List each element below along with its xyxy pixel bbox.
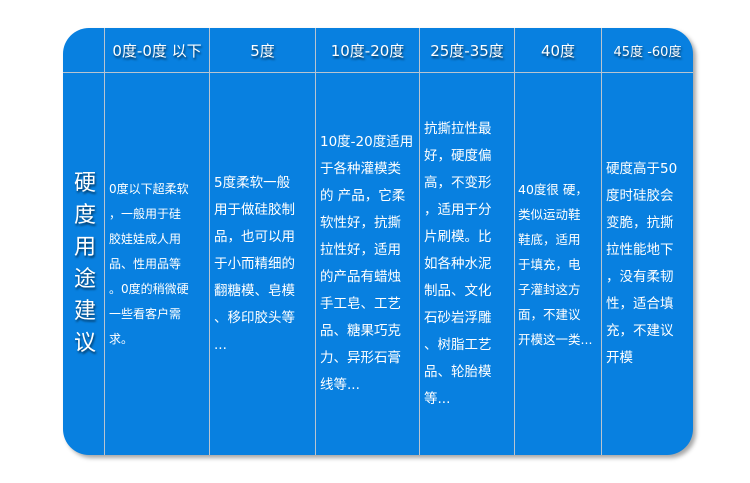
cell-line: 、移印胶头等 (214, 309, 295, 326)
cell-line: 充，不建议 (606, 323, 674, 339)
header-cell: 40度 (540, 41, 576, 60)
cell-line: ，一般用于硅 (109, 206, 182, 221)
cell-line: 品、糖果巧克 (320, 323, 401, 339)
cell-line: 力、异形石膏 (320, 350, 401, 366)
cell-line: 5度柔软一般 (214, 174, 291, 191)
cell-line: 面，不建议 (518, 306, 581, 322)
row-label: 硬度用途建议 (63, 73, 104, 455)
cell-line: 制品、文化 (424, 282, 492, 299)
cell-line: 子灌封这方 (518, 281, 581, 297)
column-divider (601, 28, 602, 455)
cell-line: 一些看客户需 (109, 306, 182, 321)
cell-line: 拉性好，适用 (320, 242, 401, 258)
table-cell: 硬度高于50 度时硅胶会变脆，抗撕拉性能地下 ，没有柔韧性，适合填充，不建议开模 (602, 73, 693, 455)
header-cell: 0度-0度 以下 (112, 41, 202, 60)
header-cell: 25度-35度 (430, 41, 504, 60)
cell-line: 鞋底，适用 (518, 231, 581, 247)
column-divider (419, 28, 420, 455)
cell-line: 开模 (606, 350, 633, 366)
cell-line: 40度很 硬， (518, 181, 588, 197)
cell-line: 好，硬度偏 (424, 147, 492, 164)
cell-line: 石砂岩浮雕 (424, 309, 492, 326)
cell-line: 度时硅胶会 (606, 188, 674, 204)
cell-line: 类似运动鞋 (518, 206, 581, 222)
header-cell: 45度 -60度 (613, 44, 682, 60)
cell-line: 抗撕拉性最 (424, 120, 492, 137)
cell-line: 于填充，电 (518, 256, 581, 272)
cell-line: 于各种灌模类 (320, 161, 401, 177)
cell-line: ... (214, 336, 227, 353)
cell-line: 品、轮胎模 (424, 363, 492, 380)
cell-line: ，适用于分 (424, 201, 492, 218)
table-cell: 抗撕拉性最好，硬度偏高，不变形 ，适用于分片刷模。比如各种水泥制品、文化石砂岩浮雕… (420, 73, 514, 455)
cell-line: 片刷模。比 (424, 228, 492, 245)
table-cell: 0度以下超柔软 ，一般用于硅 胶娃娃成人用 品、性用品等 。0度的稍微硬 一些看客户需 求。 (105, 73, 209, 455)
cell-line: 的 产品，它柔 (320, 188, 406, 204)
cell-line: 如各种水泥 (424, 255, 492, 272)
header-cell: 10度-20度 (330, 41, 405, 60)
cell-line: ，没有柔韧 (606, 269, 674, 285)
hardness-usage-table: 0度-0度 以下 5度 10度-20度 25度-35度 40度 45度 -60度… (63, 28, 693, 455)
cell-line: 手工皂、工艺 (320, 296, 401, 312)
cell-line: 翻糖模、皂模 (214, 282, 295, 299)
row-label-text: 硬度用途建议 (74, 171, 97, 356)
cell-line: 品、性用品等 (109, 256, 182, 271)
cell-line: 开模这一类... (518, 331, 593, 347)
table-cell: 40度很 硬， 类似运动鞋鞋底，适用于填充，电子灌封这方面，不建议开模这一类... (515, 73, 600, 455)
cell-line: 拉性能地下 (606, 242, 674, 258)
cell-line: 0度以下超柔软 (109, 181, 189, 196)
header-divider (63, 72, 693, 73)
cell-line: 10度-20度适用 (320, 134, 414, 150)
cell-line: 高，不变形 (424, 174, 492, 191)
column-divider (315, 28, 316, 455)
cell-line: 性，适合填 (606, 296, 674, 312)
table-cell: 10度-20度适用 于各种灌模类的 产品，它柔 软性好，抗撕 拉性好，适用 的产品有蜡烛… (316, 73, 419, 455)
cell-line: 于小而精细的 (214, 255, 295, 272)
cell-line: 变脆，抗撕 (606, 215, 674, 231)
cell-line: 品，也可以用 (214, 228, 295, 245)
column-divider (514, 28, 515, 455)
table-cell: 5度柔软一般 用于做硅胶制 品，也可以用 于小而精细的 翻糖模、皂模 、移印胶头等... (210, 73, 315, 455)
cell-line: 胶娃娃成人用 (109, 231, 182, 246)
cell-line: 、树脂工艺 (424, 336, 492, 353)
cell-line: 用于做硅胶制 (214, 201, 295, 218)
cell-line: 软性好，抗撕 (320, 215, 401, 231)
cell-line: 求。 (109, 331, 134, 346)
header-cell: 5度 (250, 41, 275, 60)
cell-line: 的产品有蜡烛 (320, 269, 401, 285)
cell-line: 等... (424, 390, 451, 407)
column-divider (209, 28, 210, 455)
column-divider (104, 28, 105, 455)
cell-line: 。0度的稍微硬 (109, 281, 189, 296)
cell-line: 线等... (320, 377, 360, 393)
cell-line: 硬度高于50 (606, 161, 678, 177)
